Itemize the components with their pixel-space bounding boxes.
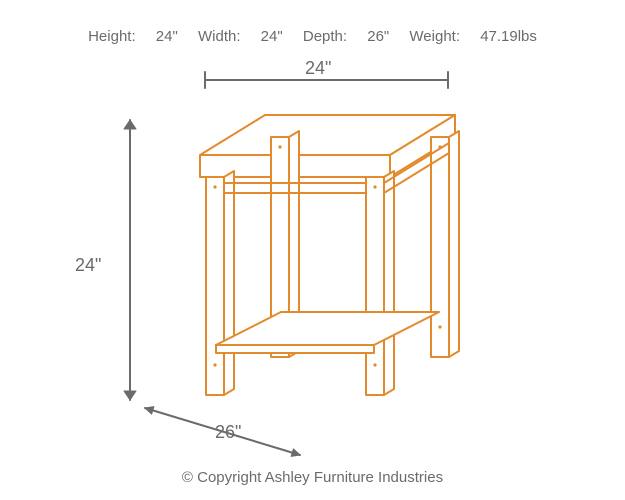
copyright-text: © Copyright Ashley Furniture Industries [0,469,625,486]
dimension-diagram [0,0,625,500]
